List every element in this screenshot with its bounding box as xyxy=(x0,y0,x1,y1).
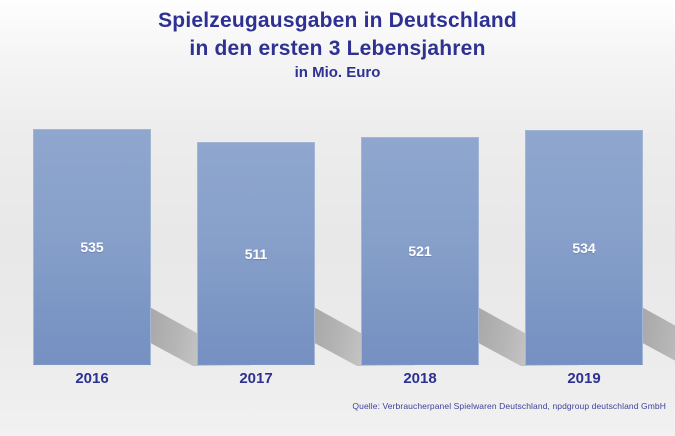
bar-2018: 521 xyxy=(361,137,479,365)
x-axis-label-2016: 2016 xyxy=(75,370,109,387)
chart-title-line2: in den ersten 3 Lebensjahren xyxy=(189,37,486,60)
bar-value-label: 511 xyxy=(244,245,268,262)
bar-value-label: 534 xyxy=(572,239,596,256)
bar-2016: 535 xyxy=(33,129,151,365)
source-note: Quelle: Verbraucherpanel Spielwaren Deut… xyxy=(352,401,666,411)
bar-value-label: 521 xyxy=(408,243,432,259)
bar-shadow-2019 xyxy=(643,307,675,366)
x-axis-label-2018: 2018 xyxy=(403,370,437,387)
x-axis-label-2017: 2017 xyxy=(239,370,273,387)
bar-2019: 534 xyxy=(525,130,643,365)
bar-2017: 511 xyxy=(197,142,315,365)
chart-title-unit: in Mio. Euro xyxy=(294,64,381,81)
x-axis-label-2019: 2019 xyxy=(567,370,601,387)
chart-title: Spielzeugausgaben in Deutschland in den … xyxy=(0,7,675,83)
chart-title-line1: Spielzeugausgaben in Deutschland xyxy=(158,9,517,32)
bar-value-label: 535 xyxy=(80,239,104,255)
